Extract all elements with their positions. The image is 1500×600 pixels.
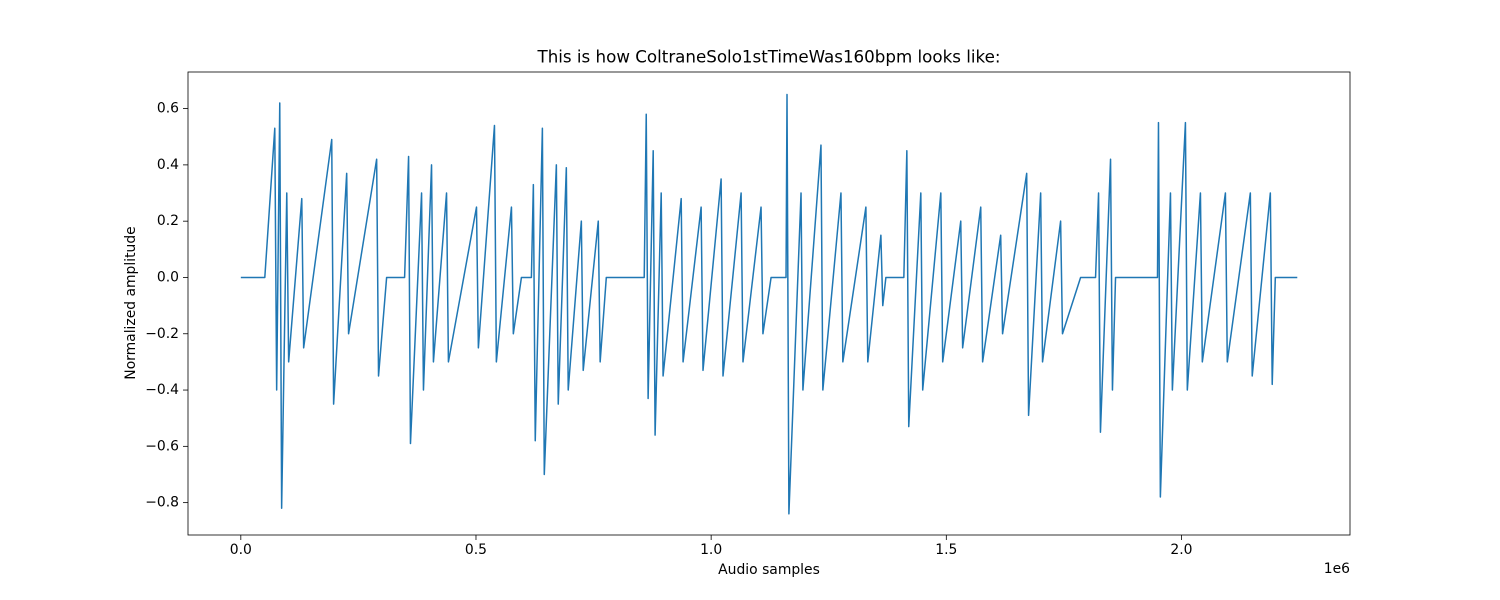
x-tick-label: 0.5 — [465, 542, 487, 558]
y-tick-label: −0.8 — [145, 495, 179, 511]
y-tick-label: 0.2 — [157, 213, 179, 229]
y-tick-label: −0.6 — [145, 438, 179, 454]
plot-frame — [187, 71, 1351, 536]
y-tick-label: 0.0 — [157, 269, 179, 285]
x-tick-label: 1.5 — [935, 542, 957, 558]
y-tick-label: −0.4 — [145, 382, 179, 398]
waveform-line — [240, 93, 1298, 515]
x-offset-label: 1e6 — [1324, 561, 1350, 577]
y-tick-label: −0.2 — [145, 326, 179, 342]
y-tick-label: 0.6 — [157, 101, 179, 117]
y-axis-label: Normalized amplitude — [123, 226, 139, 379]
x-tick-label: 0.0 — [230, 542, 252, 558]
y-tick-label: 0.4 — [157, 157, 179, 173]
x-tick-label: 1.0 — [700, 542, 722, 558]
x-tick-label: 2.0 — [1170, 542, 1192, 558]
x-axis-label: Audio samples — [718, 562, 820, 578]
chart-title: This is how ColtraneSolo1stTimeWas160bpm… — [537, 47, 1001, 67]
